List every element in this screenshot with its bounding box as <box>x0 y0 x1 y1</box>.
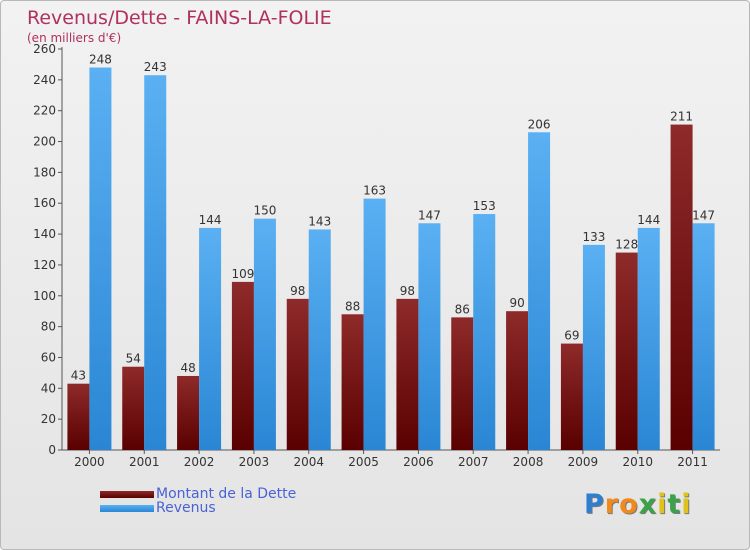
y-tick-label: 140 <box>33 227 56 241</box>
data-label-revenus: 206 <box>528 117 551 131</box>
bar-debt <box>122 366 145 450</box>
y-tick-label: 240 <box>33 73 56 87</box>
bar-revenus <box>418 223 441 450</box>
logo-letter: i <box>681 489 692 520</box>
data-label-revenus: 163 <box>363 184 386 198</box>
data-label-debt: 90 <box>509 296 524 310</box>
x-tick-label: 2005 <box>348 455 379 469</box>
bar-revenus <box>363 198 386 450</box>
bar-debt <box>341 314 364 450</box>
legend-swatch-debt <box>100 491 154 498</box>
bar-debt <box>615 252 638 450</box>
bar-revenus <box>637 227 660 450</box>
data-label-revenus: 147 <box>692 208 715 222</box>
x-tick-label: 2001 <box>129 455 160 469</box>
x-tick-label: 2007 <box>458 455 489 469</box>
bar-debt <box>506 311 529 450</box>
x-tick-label: 2010 <box>622 455 653 469</box>
bar-debt <box>451 317 474 450</box>
data-label-debt: 69 <box>564 329 579 343</box>
x-tick-label: 2008 <box>513 455 544 469</box>
data-label-debt: 98 <box>290 284 305 298</box>
proxiti-logo: Proxiti <box>584 489 692 520</box>
y-tick-label: 0 <box>48 443 56 457</box>
bar-debt <box>67 383 90 450</box>
bar-revenus <box>144 75 167 450</box>
bar-revenus <box>89 67 112 450</box>
data-label-debt: 109 <box>231 267 254 281</box>
y-tick-label: 200 <box>33 135 56 149</box>
bar-revenus <box>253 218 276 450</box>
data-label-revenus: 150 <box>253 204 276 218</box>
y-tick-label: 260 <box>33 42 56 56</box>
bar-debt <box>286 298 309 450</box>
x-tick-label: 2002 <box>184 455 215 469</box>
chart-title: Revenus/Dette - FAINS-LA-FOLIE <box>27 7 332 29</box>
x-tick-label: 2000 <box>74 455 105 469</box>
data-label-revenus: 144 <box>637 213 660 227</box>
x-tick-label: 2004 <box>293 455 324 469</box>
bar-revenus <box>528 132 551 451</box>
x-tick-label: 2011 <box>677 455 708 469</box>
bar-revenus <box>308 229 331 450</box>
bar-revenus <box>692 223 715 450</box>
data-label-debt: 128 <box>615 238 638 252</box>
logo-letter: r <box>604 489 620 520</box>
bar-revenus <box>473 214 496 450</box>
y-tick-label: 40 <box>41 381 56 395</box>
bars <box>67 67 715 451</box>
bar-revenus <box>199 227 222 450</box>
data-label-debt: 86 <box>455 302 470 316</box>
bar-debt <box>177 375 200 450</box>
y-tick-label: 20 <box>41 412 56 426</box>
legend-label-debt: Montant de la Dette <box>156 486 297 502</box>
data-label-debt: 48 <box>180 361 195 375</box>
y-tick-label: 180 <box>33 165 56 179</box>
data-label-revenus: 147 <box>418 208 441 222</box>
bar-revenus <box>582 244 605 450</box>
legend-swatch-revenus <box>100 505 154 512</box>
data-label-debt: 54 <box>126 352 141 366</box>
data-label-revenus: 133 <box>582 230 605 244</box>
logo-letter: i <box>657 489 668 520</box>
legend-label-revenus: Revenus <box>156 500 216 516</box>
y-tick-label: 100 <box>33 289 56 303</box>
bar-debt <box>560 343 583 450</box>
data-label-revenus: 143 <box>308 214 331 228</box>
y-tick-label: 60 <box>41 350 56 364</box>
bar-debt <box>231 281 254 450</box>
y-tick-label: 80 <box>41 320 56 334</box>
data-label-revenus: 153 <box>473 199 496 213</box>
y-tick-label: 120 <box>33 258 56 272</box>
data-label-debt: 88 <box>345 299 360 313</box>
logo-letter: o <box>619 489 639 520</box>
data-label-debt: 211 <box>670 110 693 124</box>
axes: 0 20 40 60 80 100 120 140 160 180 200 220 240 260 2000… <box>33 42 720 469</box>
data-label-revenus: 248 <box>89 53 112 67</box>
chart-subtitle: (en milliers d'€) <box>27 31 122 45</box>
x-tick-label: 2003 <box>239 455 270 469</box>
y-tick-label: 160 <box>33 196 56 210</box>
logo-letter: x <box>638 489 658 520</box>
y-tick-label: 220 <box>33 104 56 118</box>
data-label-revenus: 144 <box>199 213 222 227</box>
x-tick-label: 2009 <box>568 455 599 469</box>
data-labels: 43 248 54 243 48 144 109 150 98 143 88 163 98 147 86 15… <box>71 53 715 383</box>
bar-debt <box>670 124 693 451</box>
x-tick-label: 2006 <box>403 455 434 469</box>
data-label-debt: 98 <box>400 284 415 298</box>
logo-letter: t <box>667 489 682 520</box>
logo-letter: P <box>584 489 605 520</box>
data-label-revenus: 243 <box>144 60 167 74</box>
data-label-debt: 43 <box>71 369 86 383</box>
bar-debt <box>396 298 419 450</box>
